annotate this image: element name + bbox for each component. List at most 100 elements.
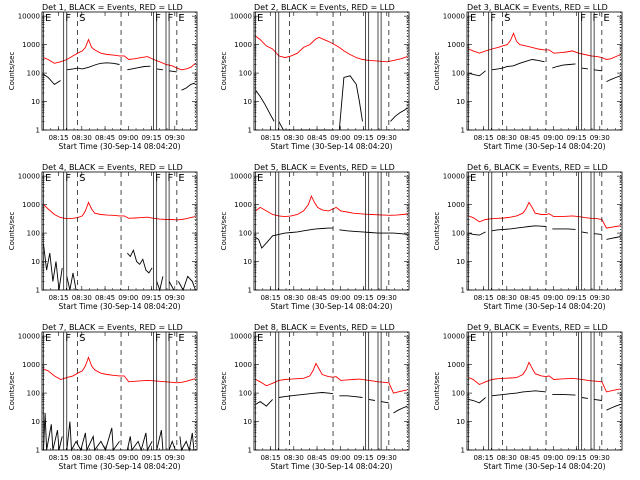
y-tick-label: 1000 xyxy=(447,361,465,369)
y-tick-label: 1000 xyxy=(234,361,252,369)
events-series-line xyxy=(606,236,621,240)
x-tick-label: 09:30 xyxy=(590,134,610,142)
events-series-line xyxy=(168,281,175,291)
x-tick-label: 08:15 xyxy=(473,134,493,142)
events-series-line xyxy=(390,107,408,122)
lld-series-line xyxy=(255,35,408,63)
x-tick-label: 09:30 xyxy=(377,454,397,462)
y-tick-label: 10000 xyxy=(443,333,465,341)
x-tick-label: 08:45 xyxy=(520,454,540,462)
x-axis-label: Start Time (30-Sep-14 08:04:20) xyxy=(59,142,181,151)
event-marker-label: E xyxy=(470,13,476,24)
y-tick-label: 10000 xyxy=(443,13,465,21)
event-marker-label: F xyxy=(593,13,599,24)
y-tick-label: 10000 xyxy=(443,173,465,181)
x-tick-label: 09:00 xyxy=(330,454,350,462)
plot-frame xyxy=(253,171,410,291)
events-series-line xyxy=(156,429,164,451)
event-marker-label: F xyxy=(65,13,71,24)
y-tick-label: 10 xyxy=(456,418,465,426)
events-series-line xyxy=(339,229,408,235)
events-series-line xyxy=(127,65,151,71)
event-marker-label: E xyxy=(45,13,51,24)
y-tick-label: 100 xyxy=(452,70,465,78)
y-tick-label: 10 xyxy=(243,418,252,426)
x-tick-label: 08:15 xyxy=(48,454,68,462)
x-tick-label: 08:15 xyxy=(260,134,280,142)
y-tick-label: 10 xyxy=(456,258,465,266)
detector-panel-5: Det 5, BLACK = Events, RED = LLD Counts/s… xyxy=(220,163,410,311)
x-tick-label: 08:30 xyxy=(497,294,517,302)
events-series-line xyxy=(255,399,273,407)
event-marker-label: E xyxy=(178,13,184,24)
plot-frame xyxy=(41,11,198,131)
panel-title: Det 5, BLACK = Events, RED = LLD xyxy=(254,163,395,172)
events-series-line xyxy=(255,227,334,249)
y-tick-label: 10000 xyxy=(18,13,40,21)
x-tick-label: 08:30 xyxy=(497,454,517,462)
event-marker-label: F xyxy=(168,173,174,184)
events-series-line xyxy=(169,70,177,73)
plot-frame xyxy=(253,331,410,451)
y-axis-label: Counts/sec xyxy=(8,372,16,411)
y-tick-label: 10 xyxy=(31,418,40,426)
y-axis-label: Counts/sec xyxy=(433,52,441,91)
y-axis-label: Counts/sec xyxy=(8,212,16,251)
panel-title: Det 9, BLACK = Events, RED = LLD xyxy=(467,323,608,332)
y-tick-label: 1 xyxy=(36,287,40,295)
x-tick-label: 08:45 xyxy=(95,294,115,302)
event-marker-label: E xyxy=(45,173,51,184)
events-series-line xyxy=(468,397,486,404)
y-tick-label: 1000 xyxy=(22,41,40,49)
y-tick-label: 100 xyxy=(27,230,40,238)
event-marker-label: S xyxy=(79,173,85,184)
x-tick-label: 09:15 xyxy=(566,134,586,142)
x-tick-label: 08:45 xyxy=(307,294,327,302)
x-axis-label: Start Time (30-Sep-14 08:04:20) xyxy=(271,142,393,151)
x-tick-label: 08:45 xyxy=(95,454,115,462)
x-tick-label: 08:15 xyxy=(473,454,493,462)
y-tick-label: 100 xyxy=(27,70,40,78)
y-tick-label: 10 xyxy=(31,98,40,106)
event-marker-label: F xyxy=(168,333,174,344)
y-tick-label: 10 xyxy=(456,98,465,106)
events-series-line xyxy=(66,421,120,452)
y-tick-label: 100 xyxy=(239,70,252,78)
events-series-line xyxy=(126,248,153,274)
events-series-line xyxy=(552,393,576,396)
events-series-line xyxy=(43,412,63,451)
x-tick-label: 08:30 xyxy=(72,454,92,462)
y-tick-label: 10000 xyxy=(230,13,252,21)
lld-series-line xyxy=(43,38,196,71)
x-tick-label: 08:30 xyxy=(72,134,92,142)
panel-title: Det 6, BLACK = Events, RED = LLD xyxy=(467,163,608,172)
x-tick-label: 08:45 xyxy=(95,134,115,142)
events-series-line xyxy=(594,69,602,72)
events-series-line xyxy=(468,70,486,77)
lld-series-line xyxy=(468,201,621,229)
event-marker-label: E xyxy=(603,13,609,24)
event-marker-label: E xyxy=(45,333,51,344)
y-tick-label: 10000 xyxy=(230,333,252,341)
event-marker-label: F xyxy=(580,13,586,24)
lld-series-line xyxy=(43,356,196,384)
x-tick-label: 08:45 xyxy=(307,134,327,142)
panel-title: Det 7, BLACK = Events, RED = LLD xyxy=(42,323,183,332)
y-tick-label: 1 xyxy=(461,447,465,455)
event-marker-label: F xyxy=(155,13,161,24)
x-tick-label: 09:15 xyxy=(141,454,161,462)
y-tick-label: 1000 xyxy=(22,361,40,369)
x-tick-label: 08:30 xyxy=(284,294,304,302)
events-series-line xyxy=(168,440,176,451)
detector-panel-7: Det 7, BLACK = Events, RED = LLD Counts/s… xyxy=(8,323,198,471)
events-series-line xyxy=(381,401,389,404)
events-series-line xyxy=(66,272,77,291)
x-tick-label: 08:45 xyxy=(307,454,327,462)
y-tick-label: 1000 xyxy=(234,201,252,209)
events-series-line xyxy=(43,244,63,291)
x-tick-label: 09:30 xyxy=(377,134,397,142)
y-tick-label: 100 xyxy=(452,230,465,238)
y-tick-label: 1 xyxy=(461,127,465,135)
x-tick-label: 09:00 xyxy=(118,134,138,142)
